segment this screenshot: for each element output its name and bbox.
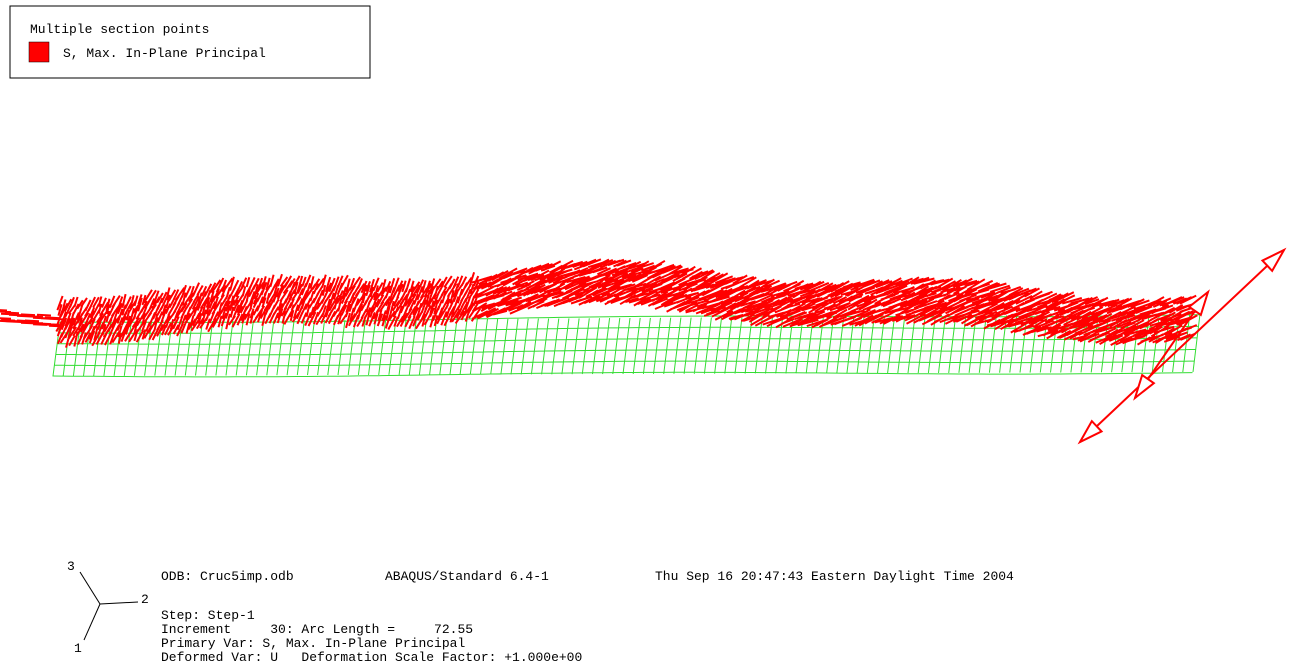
legend-box [10,6,370,78]
triad-label: 1 [74,641,82,656]
timestamp: Thu Sep 16 20:47:43 Eastern Daylight Tim… [655,569,1014,584]
solver-version: ABAQUS/Standard 6.4-1 [385,569,549,584]
status-line: Step: Step-1 [161,608,255,623]
status-line: Deformed Var: U Deformation Scale Factor… [161,650,582,665]
viewport: Multiple section points S, Max. In-Plane… [0,0,1292,670]
page: Multiple section points S, Max. In-Plane… [0,0,1292,670]
odb-name: ODB: Cruc5imp.odb [161,569,294,584]
legend-entry: S, Max. In-Plane Principal [63,46,266,61]
status-line: Increment 30: Arc Length = 72.55 [161,622,473,637]
triad-label: 2 [141,592,149,607]
triad-label: 3 [67,559,75,574]
legend-title: Multiple section points [30,22,209,37]
legend-swatch [29,42,49,62]
status-line: Primary Var: S, Max. In-Plane Principal [161,636,465,651]
